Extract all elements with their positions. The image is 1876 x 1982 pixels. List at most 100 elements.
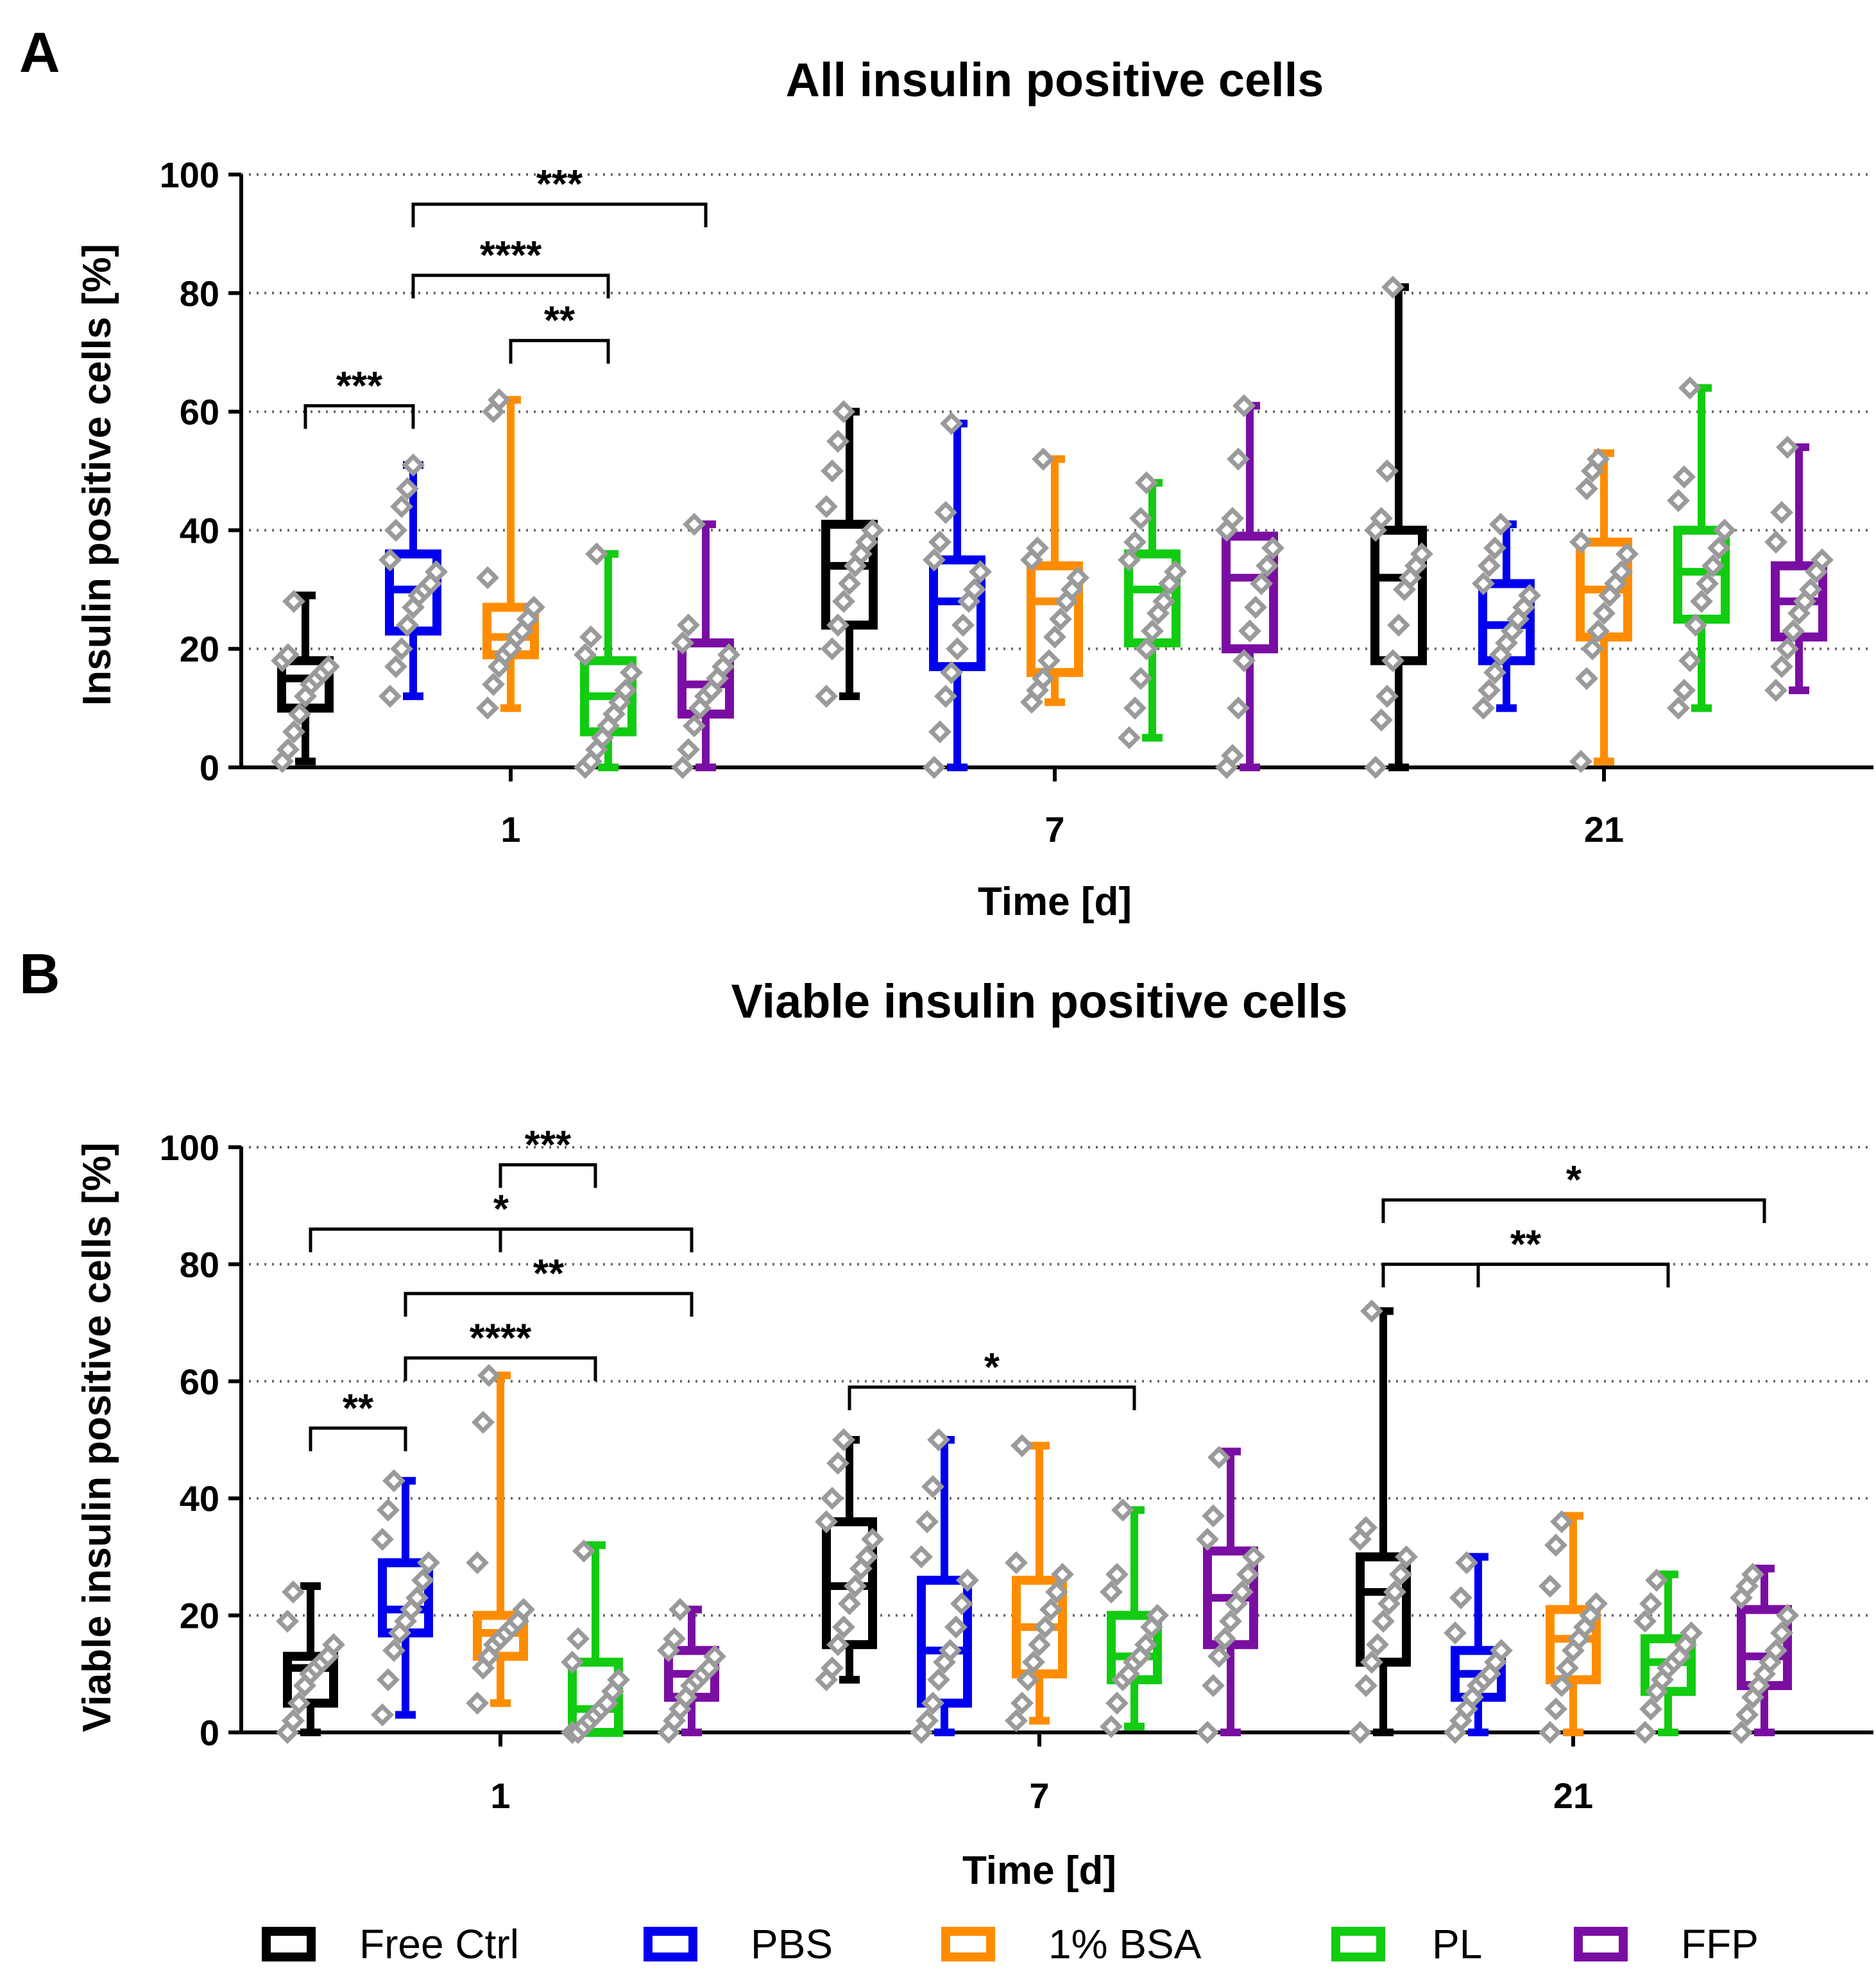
- panel-b-point-free-ctrl-day-21: [1395, 1545, 1418, 1569]
- panel-a-point-1-bsa-day-21: [1575, 667, 1598, 690]
- panel-b-bracket-line-3: [499, 1227, 694, 1252]
- panel-a-point-ffp-day-21: [1776, 637, 1799, 661]
- panel-b-point-pbs-day-7: [921, 1475, 944, 1498]
- panel-a-point-pbs-day-21: [1478, 678, 1501, 702]
- panel-b-point-free-ctrl-day-7: [815, 1510, 838, 1533]
- panel-b-point-1-bsa-day-7: [1005, 1551, 1028, 1575]
- panel-a-point-ffp-day-7: [1221, 506, 1244, 530]
- panel-a-point-pbs-day-7: [963, 577, 986, 601]
- panel-a-box-pbs-day-1: [379, 453, 448, 708]
- panel-b-point-pbs-day-21: [1444, 1621, 1467, 1645]
- panel-b-point-pbs-day-1: [382, 1639, 405, 1662]
- panel-a-point-free-ctrl-day-21: [1376, 459, 1399, 483]
- panel-b-point-free-ctrl-day-21: [1349, 1721, 1372, 1744]
- panel-a-point-pl-day-21: [1701, 554, 1725, 577]
- panel-b-box-ffp-day-21: [1730, 1562, 1799, 1744]
- panel-b-point-pbs-day-1: [411, 1568, 434, 1592]
- panel-b-point-pbs-day-1: [377, 1668, 400, 1691]
- panel-b-point-1-bsa-day-7: [1022, 1650, 1045, 1674]
- panel-a-point-free-ctrl-day-1: [317, 654, 340, 678]
- panel-a-point-ffp-day-21: [1770, 654, 1793, 678]
- panel-b-point-1-bsa-day-1: [466, 1691, 489, 1715]
- panel-a-point-pbs-day-7: [934, 500, 957, 524]
- panel-b-y-tick-label-40: 40: [180, 1478, 219, 1519]
- panel-a-y-tick-label-0: 0: [200, 748, 219, 788]
- panel-b-point-pbs-day-7: [916, 1510, 939, 1533]
- panel-a-box-1-bsa-day-7: [1020, 447, 1089, 714]
- panel-b-bracket-label-8: **: [1510, 1222, 1542, 1267]
- panel-a-box-free-ctrl-day-1: [271, 590, 340, 773]
- panel-b-bracket-line-6: [848, 1385, 1136, 1410]
- panel-a-point-pl-day-21: [1673, 678, 1696, 702]
- panel-a-point-pl-day-7: [1123, 530, 1147, 554]
- panel-b-point-free-ctrl-day-7: [821, 1487, 844, 1510]
- panel-a-box-free-ctrl-day-7: [815, 400, 884, 708]
- panel-a-point-ffp-day-1: [683, 513, 706, 536]
- panel-a-point-1-bsa-day-21: [1616, 542, 1639, 566]
- panel-a-point-pl-day-7: [1135, 637, 1158, 661]
- panel-a-point-free-ctrl-day-7: [815, 495, 838, 518]
- panel-a-point-free-ctrl-day-21: [1376, 685, 1399, 708]
- panel-b-point-pl-day-7: [1100, 1714, 1123, 1738]
- panel-a-point-ffp-day-21: [1776, 436, 1799, 459]
- panel-b-point-pl-day-21: [1639, 1697, 1662, 1721]
- panel-a-point-ffp-day-7: [1227, 447, 1250, 471]
- panel-a-point-pbs-day-7: [923, 756, 946, 779]
- panel-a-point-1-bsa-day-7: [1032, 447, 1055, 471]
- panel-a-point-pl-day-1: [579, 625, 602, 649]
- panel-b-point-pbs-day-1: [371, 1703, 394, 1727]
- panel-b-bracket-line-1: [404, 1356, 597, 1381]
- panel-a-point-pl-day-21: [1684, 613, 1707, 637]
- panel-b-point-1-bsa-day-1: [466, 1551, 489, 1575]
- legend: Free Ctrl PBS 1% BSA PL FFP: [262, 1921, 1759, 1967]
- panel-b-point-ffp-day-7: [1207, 1446, 1231, 1469]
- panel-a-point-pl-day-21: [1707, 536, 1730, 560]
- panel-b-bracket-line-7: [1476, 1262, 1670, 1288]
- legend-item-free-ctrl: Free Ctrl: [262, 1921, 519, 1967]
- panel-b-point-ffp-day-7: [1219, 1609, 1242, 1633]
- panel-a-bracket-line-0: [303, 404, 415, 429]
- panel-b-point-pbs-day-1: [382, 1469, 405, 1492]
- panel-b-significance-bracket-5: ***: [499, 1123, 597, 1188]
- panel-a-point-1-bsa-day-7: [1049, 608, 1072, 631]
- panel-a-point-pl-day-1: [614, 678, 637, 702]
- panel-a-point-pbs-day-7: [940, 412, 963, 436]
- panel-a-point-1-bsa-day-21: [1587, 619, 1610, 643]
- panel-b-box-ffp-day-7: [1196, 1446, 1265, 1744]
- panel-b-point-1-bsa-day-7: [1005, 1709, 1028, 1732]
- panel-b-point-1-bsa-day-7: [1016, 1668, 1039, 1691]
- panel-b-point-pl-day-7: [1146, 1603, 1169, 1627]
- panel-a-point-pbs-day-1: [402, 453, 425, 477]
- panel-a-bracket-label-3: ***: [536, 162, 583, 207]
- panel-a-y-axis-label: Insulin positive cells [%]: [75, 244, 119, 706]
- panel-b-point-1-bsa-day-21: [1539, 1575, 1562, 1598]
- panel-a-bracket-line-2: [411, 273, 610, 299]
- panel-a-point-ffp-day-21: [1782, 619, 1805, 643]
- panel-b-title: Viable insulin positive cells: [731, 975, 1348, 1028]
- panel-a-point-1-bsa-day-1: [476, 696, 499, 720]
- panel-b-point-free-ctrl-day-7: [844, 1575, 867, 1598]
- panel-a-significance-bracket-2: ****: [411, 234, 610, 299]
- panel-b-point-pbs-day-7: [921, 1691, 944, 1715]
- panel-b-point-free-ctrl-day-21: [1383, 1580, 1406, 1604]
- panel-a-point-pbs-day-1: [384, 654, 407, 678]
- panel-b-point-ffp-day-7: [1196, 1721, 1219, 1744]
- panel-a-point-ffp-day-7: [1244, 595, 1267, 619]
- panel-b-point-ffp-day-21: [1764, 1639, 1787, 1662]
- panel-a-point-pbs-day-21: [1483, 536, 1506, 560]
- panel-b-point-1-bsa-day-21: [1539, 1721, 1562, 1744]
- panel-a-point-pbs-day-7: [934, 685, 957, 708]
- panel-a-point-pl-day-21: [1673, 465, 1696, 489]
- panel-a-point-ffp-day-1: [677, 738, 700, 762]
- panel-a-point-pl-day-21: [1696, 572, 1719, 595]
- panel-a-point-ffp-day-1: [677, 613, 700, 637]
- panel-a-significance-bracket-0: ***: [303, 364, 415, 429]
- panel-a-point-pbs-day-21: [1518, 584, 1541, 607]
- panel-a-box-ffp-day-1: [671, 513, 740, 779]
- panel-a-point-pbs-day-7: [923, 548, 946, 572]
- panel-a-point-pl-day-7: [1135, 471, 1158, 495]
- panel-a-point-pbs-day-1: [425, 560, 448, 584]
- panel-a-point-ffp-day-1: [717, 643, 740, 667]
- panel-b-bracket-label-6: *: [984, 1346, 1000, 1390]
